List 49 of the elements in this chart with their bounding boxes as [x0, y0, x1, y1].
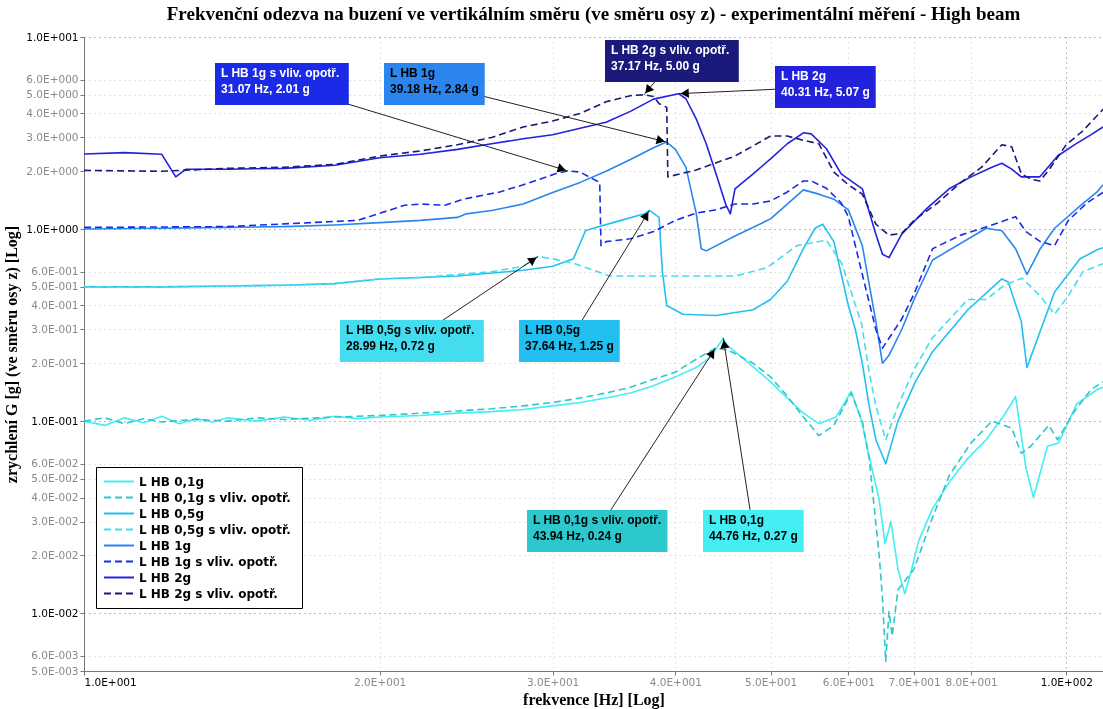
y-tick-label: 4.0E+000	[26, 106, 79, 119]
annotation: L HB 2g s vliv. opotř. 37.17 Hz, 5.00 g	[611, 43, 730, 73]
y-tick-label: 1.0E+000	[26, 222, 79, 235]
y-tick-label: 6.0E+000	[26, 73, 79, 86]
y-tick-label: 3.0E-002	[31, 515, 79, 528]
legend-label: L HB 2g	[139, 570, 192, 585]
x-tick-label: 8.0E+001	[945, 675, 998, 688]
y-tick-label: 3.0E+000	[26, 130, 79, 143]
x-tick-label: 2.0E+001	[354, 675, 407, 688]
y-tick-label: 6.0E-001	[31, 265, 79, 278]
y-tick-label: 4.0E-002	[31, 491, 79, 504]
annotation: L HB 0,5g 37.64 Hz, 1.25 g	[525, 323, 614, 353]
x-tick-label: 7.0E+001	[888, 675, 941, 688]
annotation: L HB 0,1g 44.76 Hz, 0.27 g	[709, 513, 798, 543]
legend-label: L HB 0,1g s vliv. opotř.	[139, 490, 291, 505]
y-tick-label: 5.0E-003	[31, 664, 79, 677]
x-tick-label: 1.0E+002	[1040, 675, 1093, 688]
y-tick-label: 6.0E-003	[31, 649, 79, 662]
x-axis-title: frekvence [Hz] [Log]	[523, 691, 665, 709]
legend-label: L HB 0,5g	[139, 506, 205, 521]
y-axis-title: zrychlení G [g] (ve směru osy z) [Log]	[3, 225, 22, 484]
y-tick-label: 1.0E+001	[26, 30, 79, 43]
annotation: L HB 1g 39.18 Hz, 2.84 g	[390, 66, 479, 96]
y-tick-label: 5.0E+000	[26, 88, 79, 101]
y-tick-label: 5.0E-001	[31, 280, 79, 293]
y-tick-label: 3.0E-001	[31, 322, 79, 335]
y-tick-label: 5.0E-002	[31, 472, 79, 485]
y-tick-label: 2.0E+000	[26, 164, 79, 177]
x-tick-label: 4.0E+001	[649, 675, 702, 688]
x-tick-label: 6.0E+001	[822, 675, 875, 688]
legend-label: L HB 1g	[139, 538, 192, 553]
x-tick-label: 3.0E+001	[527, 675, 580, 688]
y-tick-label: 2.0E-001	[31, 356, 79, 369]
y-tick-label: 2.0E-002	[31, 548, 79, 561]
legend-label: L HB 0,5g s vliv. opotř.	[139, 522, 291, 537]
y-tick-label: 1.0E-001	[31, 414, 79, 427]
x-tick-label: 5.0E+001	[744, 675, 798, 688]
y-tick-label: 1.0E-002	[31, 606, 79, 619]
annotation: L HB 0,1g s vliv. opotř. 43.94 Hz, 0.24 g	[533, 513, 662, 543]
annotation: L HB 2g 40.31 Hz, 5.07 g	[781, 69, 870, 99]
legend-label: L HB 0,1g	[139, 474, 205, 489]
legend-label: L HB 1g s vliv. opotř.	[139, 554, 278, 569]
chart-title: Frekvenční odezva na buzení ve vertikálním směru (ve směru osy z) - experimentální měření - High beam	[166, 3, 1021, 25]
y-tick-label: 6.0E-002	[31, 457, 79, 470]
annotation: L HB 0,5g s vliv. opotř. 28.99 Hz, 0.72 g	[346, 323, 475, 353]
y-tick-label: 4.0E-001	[31, 298, 79, 311]
legend-label: L HB 2g s vliv. opotř.	[139, 586, 278, 601]
x-tick-label: 1.0E+001	[84, 675, 137, 688]
annotation: L HB 1g s vliv. opotř. 31.07 Hz, 2.01 g	[221, 66, 340, 96]
